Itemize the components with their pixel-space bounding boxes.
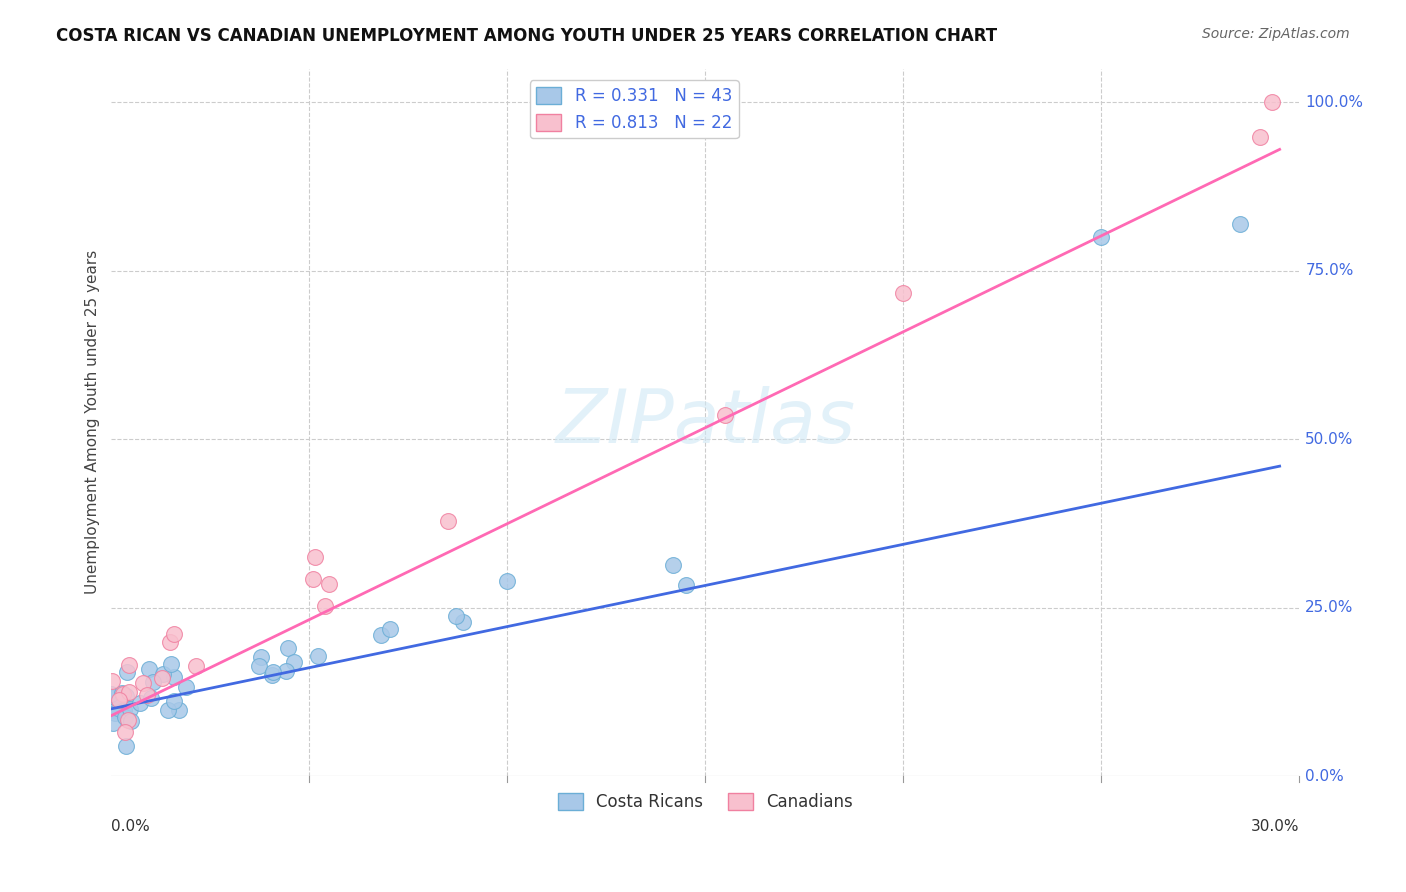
Point xyxy=(118,658,141,673)
Point xyxy=(101,715,124,730)
Point xyxy=(675,578,697,592)
Text: COSTA RICAN VS CANADIAN UNEMPLOYMENT AMONG YOUTH UNDER 25 YEARS CORRELATION CHAR: COSTA RICAN VS CANADIAN UNEMPLOYMENT AMO… xyxy=(56,27,997,45)
Text: 0.0%: 0.0% xyxy=(1305,769,1344,784)
Point xyxy=(169,703,191,717)
Point xyxy=(152,666,174,681)
Point xyxy=(104,706,127,721)
Point xyxy=(247,659,270,673)
Point xyxy=(1260,95,1282,110)
Point xyxy=(138,662,160,676)
Point xyxy=(115,690,138,704)
Point xyxy=(274,664,297,678)
Point xyxy=(260,668,283,682)
Point xyxy=(159,635,181,649)
Point xyxy=(139,691,162,706)
Point xyxy=(318,576,340,591)
Point xyxy=(304,549,326,564)
Text: 100.0%: 100.0% xyxy=(1305,95,1364,110)
Point xyxy=(163,670,186,684)
Point xyxy=(163,694,186,708)
Point xyxy=(101,673,124,688)
Text: ZIPatlas: ZIPatlas xyxy=(555,386,855,458)
Point xyxy=(156,703,179,717)
Point xyxy=(662,558,685,573)
Point xyxy=(115,739,138,754)
Point xyxy=(142,675,165,690)
Point xyxy=(1229,217,1251,231)
Text: 30.0%: 30.0% xyxy=(1251,819,1299,834)
Legend: Costa Ricans, Canadians: Costa Ricans, Canadians xyxy=(551,786,860,817)
Point xyxy=(118,685,141,699)
Point xyxy=(277,640,299,655)
Point xyxy=(186,658,208,673)
Point xyxy=(714,409,737,423)
Point xyxy=(249,649,271,664)
Text: 50.0%: 50.0% xyxy=(1305,432,1354,447)
Point xyxy=(108,692,131,706)
Point xyxy=(150,672,173,686)
Point xyxy=(262,665,284,680)
Point xyxy=(110,696,132,710)
Point xyxy=(1090,230,1112,244)
Point xyxy=(101,703,124,717)
Point xyxy=(496,574,519,588)
Y-axis label: Unemployment Among Youth under 25 years: Unemployment Among Youth under 25 years xyxy=(86,251,100,594)
Point xyxy=(120,714,142,728)
Point xyxy=(115,665,138,679)
Point xyxy=(128,697,150,711)
Point xyxy=(100,687,122,701)
Text: 75.0%: 75.0% xyxy=(1305,263,1354,278)
Point xyxy=(378,623,401,637)
Point xyxy=(104,703,127,717)
Point xyxy=(114,725,136,739)
Point xyxy=(117,713,139,727)
Point xyxy=(444,609,467,624)
Text: Source: ZipAtlas.com: Source: ZipAtlas.com xyxy=(1202,27,1350,41)
Point xyxy=(132,676,155,690)
Point xyxy=(314,599,336,613)
Point xyxy=(302,572,325,586)
Point xyxy=(370,628,392,642)
Point xyxy=(437,514,460,528)
Point xyxy=(163,627,186,641)
Point xyxy=(114,710,136,724)
Point xyxy=(136,688,159,702)
Point xyxy=(307,649,329,664)
Point xyxy=(283,655,305,669)
Point xyxy=(120,701,142,715)
Point xyxy=(893,285,915,300)
Point xyxy=(174,680,197,694)
Point xyxy=(112,703,135,717)
Text: 0.0%: 0.0% xyxy=(111,819,150,834)
Point xyxy=(160,657,183,671)
Text: 25.0%: 25.0% xyxy=(1305,600,1354,615)
Point xyxy=(451,615,474,629)
Point xyxy=(112,687,135,701)
Point xyxy=(110,686,132,700)
Point xyxy=(1249,130,1271,145)
Point xyxy=(104,690,127,705)
